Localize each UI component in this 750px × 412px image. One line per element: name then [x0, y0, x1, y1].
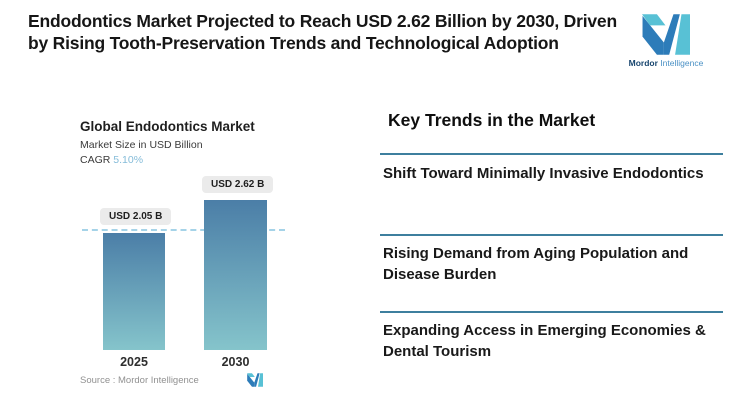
- trend-divider-3: [380, 311, 723, 313]
- brand-name-light: Intelligence: [660, 58, 704, 68]
- chart-source: Source : Mordor Intelligence: [80, 375, 199, 386]
- trend-divider-1: [380, 153, 723, 155]
- chart-title: Global Endodontics Market: [80, 119, 255, 134]
- brand-name: Mordor Intelligence: [618, 58, 714, 68]
- cagr-value: 5.10%: [113, 154, 144, 166]
- trend-item-1: Shift Toward Minimally Invasive Endodont…: [383, 165, 704, 182]
- bar-value-label-2030: USD 2.62 B: [202, 176, 274, 193]
- trend-divider-2: [380, 234, 723, 236]
- x-axis-label-2030: 2030: [221, 355, 250, 369]
- brand-logo: Mordor Intelligence: [618, 14, 714, 68]
- trend-item-2: Rising Demand from Aging Population and …: [383, 245, 689, 283]
- chart-subtitle: Market Size in USD Billion: [80, 139, 203, 151]
- cagr-label: CAGR: [80, 154, 111, 166]
- reference-dashed-line: [82, 229, 285, 231]
- bar-2030: [204, 200, 267, 350]
- chart-cagr: CAGR 5.10%: [80, 154, 143, 166]
- x-axis-label-2025: 2025: [120, 355, 148, 369]
- mordor-logo-icon-small: [247, 373, 263, 387]
- page-title: Endodontics Market Projected to Reach US…: [28, 11, 617, 53]
- mordor-logo-icon: [642, 14, 690, 55]
- bar-2025: [103, 233, 165, 350]
- trend-item-3: Expanding Access in Emerging Economies &…: [383, 322, 706, 360]
- trends-heading: Key Trends in the Market: [388, 110, 596, 130]
- bar-value-label-2025: USD 2.05 B: [100, 208, 172, 225]
- brand-name-bold: Mordor: [628, 58, 658, 68]
